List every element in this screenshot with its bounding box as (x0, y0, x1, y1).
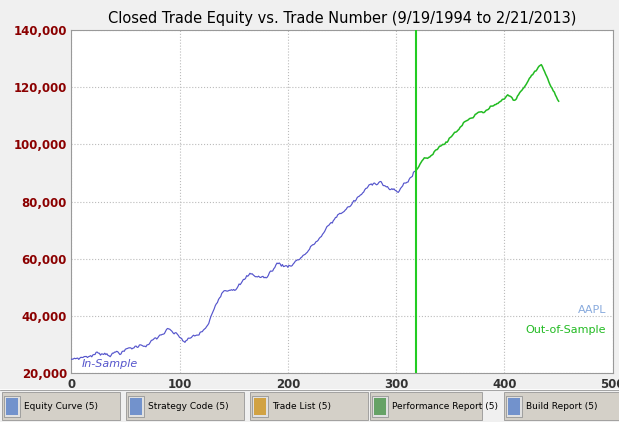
Bar (254, 398, 266, 415)
Bar (506, 396, 522, 417)
Text: AAPL: AAPL (578, 306, 607, 315)
Bar (374, 398, 386, 415)
Text: Trade List (5): Trade List (5) (272, 402, 331, 411)
Bar (372, 396, 388, 417)
Text: Build Report (5): Build Report (5) (526, 402, 597, 411)
Bar (128, 396, 144, 417)
Bar (2, 392, 120, 420)
Bar (126, 392, 244, 420)
Text: Performance Report (5): Performance Report (5) (392, 402, 498, 411)
Bar (250, 392, 368, 420)
Bar (6, 398, 18, 415)
Bar (370, 392, 482, 420)
Title: Closed Trade Equity vs. Trade Number (9/19/1994 to 2/21/2013): Closed Trade Equity vs. Trade Number (9/… (108, 11, 576, 26)
Bar (508, 398, 520, 415)
Text: In-Sample: In-Sample (82, 359, 138, 369)
Bar (252, 396, 268, 417)
Text: Equity Curve (5): Equity Curve (5) (24, 402, 98, 411)
Bar (130, 398, 142, 415)
Bar (504, 392, 619, 420)
Bar (4, 396, 20, 417)
Text: Strategy Code (5): Strategy Code (5) (148, 402, 228, 411)
Text: Out-of-Sample: Out-of-Sample (526, 325, 607, 335)
